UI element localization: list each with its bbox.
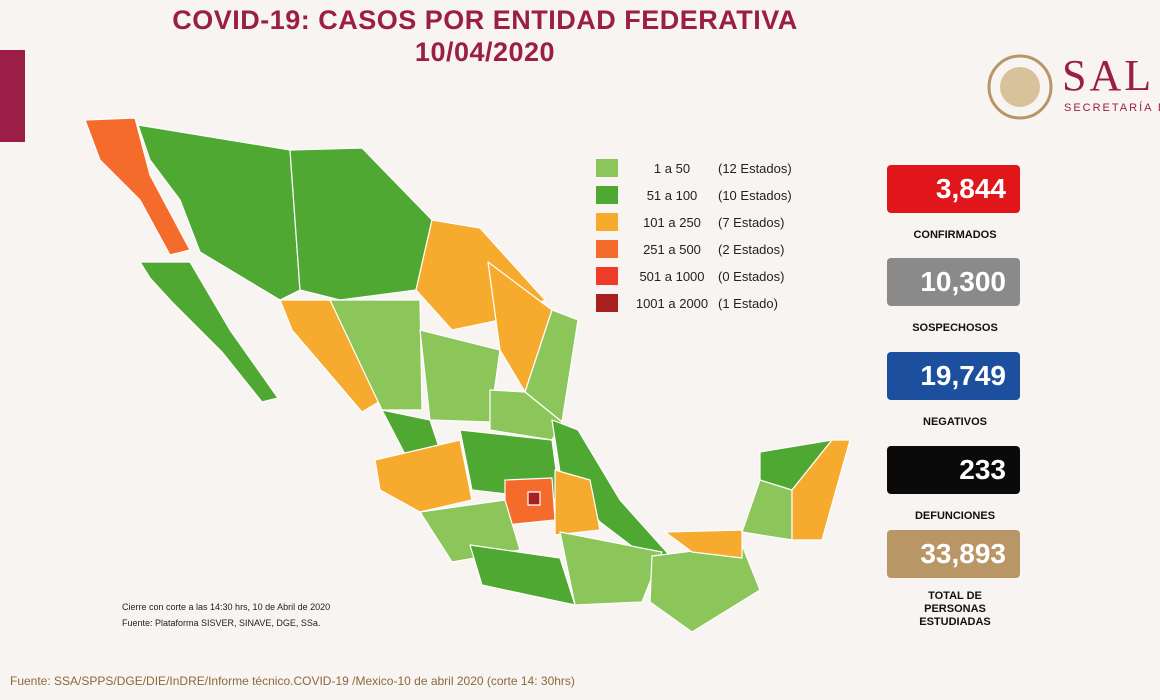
state (649, 544, 761, 633)
legend-count: (2 Estados) (718, 241, 785, 257)
legend-swatch (596, 213, 618, 231)
legend-count: (0 Estados) (718, 268, 785, 284)
legend-swatch (596, 159, 618, 177)
logo-subtitle: SECRETARÍA DE (1064, 102, 1160, 114)
legend-swatch (596, 267, 618, 285)
accent-bar (0, 50, 25, 142)
legend-swatch (596, 294, 618, 312)
title-text: COVID-19: CASOS POR ENTIDAD FEDERATIVA (172, 5, 798, 35)
state (791, 439, 851, 541)
state (374, 439, 473, 513)
legend-item: 51 a 100 (10 Estados) (596, 185, 792, 205)
state (554, 469, 601, 536)
note: Cierre con corte a las 14:30 hrs, 10 de … (122, 602, 331, 612)
legend-item: 501 a 1000 (0 Estados) (596, 266, 784, 286)
stat-value: 3,844 (887, 165, 1020, 213)
state (279, 299, 383, 413)
legend-swatch (596, 240, 618, 258)
legend-item: 1 a 50 (12 Estados) (596, 158, 792, 178)
legend-count: (10 Estados) (718, 187, 792, 203)
title: COVID-19: CASOS POR ENTIDAD FEDERATIVA 1… (0, 4, 970, 68)
stat-label: SOSPECHOSOS (912, 322, 998, 334)
stat-label: CONFIRMADOS (913, 229, 997, 241)
state (469, 544, 576, 606)
logo-name: SAL (1062, 51, 1155, 100)
legend-range: 101 a 250 (643, 214, 701, 230)
stat-value: 19,749 (887, 352, 1020, 400)
stat-value: 33,893 (887, 530, 1020, 578)
title-date: 10/04/2020 (414, 37, 556, 67)
map (84, 117, 851, 633)
state (741, 479, 793, 541)
state (289, 147, 433, 301)
state (139, 261, 279, 403)
legend-count: (7 Estados) (718, 214, 785, 230)
stat-value: 233 (887, 446, 1020, 494)
legend-count: (12 Estados) (718, 160, 792, 176)
legend-item: 101 a 250 (7 Estados) (596, 212, 784, 232)
state (559, 531, 663, 606)
note: Fuente: Plataforma SISVER, SINAVE, DGE, … (122, 618, 321, 628)
legend-range: 51 a 100 (646, 187, 698, 203)
stat-value: 10,300 (887, 258, 1020, 306)
state (419, 329, 501, 423)
state (664, 529, 743, 559)
legend-range: 1001 a 2000 (635, 295, 709, 311)
legend-item: 1001 a 2000 (1 Estado) (596, 293, 778, 313)
legend-item: 251 a 500 (2 Estados) (596, 239, 784, 259)
stat-label: TOTAL DE PERSONAS ESTUDIADAS (919, 590, 991, 628)
legend-range: 501 a 1000 (639, 268, 705, 284)
stat-label: DEFUNCIONES (914, 510, 996, 522)
legend-range: 251 a 500 (643, 241, 701, 257)
state (329, 299, 423, 411)
footer: Fuente: SSA/SPPS/DGE/DIE/InDRE/Informe t… (10, 674, 575, 688)
logo-seal (987, 54, 1053, 120)
legend-swatch (596, 186, 618, 204)
legend-count: (1 Estado) (718, 295, 778, 311)
stat-label: NEGATIVOS (923, 416, 987, 428)
legend-range: 1 a 50 (653, 160, 691, 176)
state (527, 491, 541, 506)
state (419, 499, 521, 563)
state (84, 117, 191, 256)
